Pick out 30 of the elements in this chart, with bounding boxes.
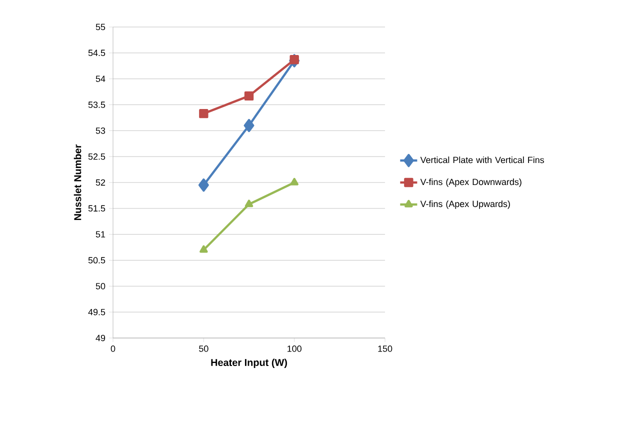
y-tick-label: 50.5 [88, 257, 106, 264]
y-tick-label: 49.5 [88, 308, 106, 316]
point [200, 245, 208, 253]
y-tick-label: 52.5 [88, 153, 106, 160]
x-axis-title: Heater Input (W) [211, 358, 287, 368]
y-tick-label: 53.5 [88, 102, 106, 108]
y-tick-label: 53 [96, 127, 106, 134]
point [198, 178, 209, 192]
x-tick-label: 150 [378, 346, 392, 352]
point [244, 118, 254, 132]
legend-label: V-fins (Apex Upwards) [420, 200, 510, 209]
point [290, 55, 299, 64]
y-tick-label: 54 [96, 76, 106, 82]
point [244, 200, 254, 208]
x-tick-label: 50 [199, 346, 208, 352]
y-tick-label: 54.5 [88, 50, 106, 56]
x-tick-label: 0 [110, 346, 116, 352]
x-tick-label: 100 [288, 346, 302, 352]
point [199, 108, 208, 118]
legend-label: V-fins (Apex Downwards) [420, 178, 522, 187]
y-tick-label: 51.5 [88, 205, 106, 212]
y-tick-label: 51 [96, 231, 106, 238]
y-tick-label: 49 [96, 334, 106, 342]
legend-label: Vertical Plate with Vertical Fins [420, 156, 544, 164]
point [244, 91, 254, 101]
y-tick-label: 55 [96, 24, 106, 30]
y-tick-label: 52 [96, 179, 106, 186]
point [290, 178, 298, 186]
y-tick-label: 50 [96, 282, 106, 290]
y-axis-title: Nusslet Number [74, 144, 82, 220]
